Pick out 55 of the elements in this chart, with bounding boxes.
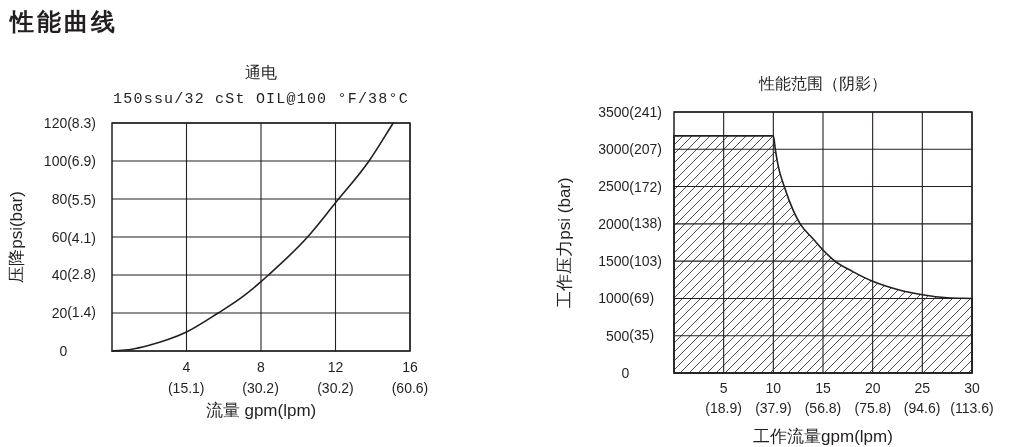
y-tick-label: 20 — [51, 304, 68, 321]
y2-tick-label: (69) — [629, 290, 655, 307]
y-tick-label: 120 — [43, 114, 68, 131]
y-axis-title: 工作压力psi (bar) — [554, 177, 574, 308]
y-tick-label: 80 — [51, 190, 68, 207]
x-tick-label: 12 (30.2) — [317, 358, 354, 396]
x-tick-label: 5 — [719, 379, 728, 396]
y2-tick-label: (103) — [629, 253, 662, 270]
y-tick-label: 3500 — [598, 103, 630, 120]
chart-title: 通电 — [245, 63, 277, 81]
y-tick-label: 3000 — [598, 141, 630, 158]
y-tick-label: 2500 — [598, 178, 630, 195]
x2-tick-label: (113.6) — [950, 399, 994, 416]
chart-subtitle: 150ssu/32 cSt OIL@100 °F/38°C — [113, 91, 409, 109]
y2-tick-label: (2.8) — [67, 265, 96, 282]
chart-title: 性能范围（阴影） — [758, 74, 887, 92]
x-axis-title: 工作流量gpm(lpm) — [753, 426, 893, 446]
y-tick-label: 100 — [43, 152, 68, 169]
x-tick-label: 10 — [765, 379, 782, 396]
y2-tick-label: (4.1) — [67, 230, 96, 247]
x2-tick-label: (94.6) — [903, 399, 941, 416]
x2-tick-label: (60.6) — [391, 379, 429, 396]
y2-tick-label: (8.3) — [67, 114, 96, 131]
y2-tick-label: (172) — [629, 178, 662, 195]
x2-tick-label: (37.9) — [755, 399, 792, 416]
y-tick-label: 2000 — [598, 215, 630, 232]
y2-tick-label: (138) — [629, 215, 662, 232]
y-tick-label: 0 — [59, 342, 68, 359]
x-tick-label: 25 — [914, 379, 931, 396]
y2-tick-label: (6.9) — [67, 153, 96, 170]
y2-tick-label: (241) — [629, 103, 662, 120]
x-tick-label: 15 — [815, 379, 831, 396]
y2-tick-label: (1.4) — [67, 304, 96, 321]
y-tick-label: 1000 — [598, 290, 630, 307]
x-tick-label: 20 — [864, 379, 881, 396]
x2-tick-label: (18.9) — [705, 399, 742, 416]
y2-tick-label: (35) — [629, 327, 655, 343]
x2-tick-label: (56.8) — [804, 399, 842, 416]
x-tick-label: 16 — [402, 358, 418, 375]
y-tick-label: 1500 — [598, 253, 630, 270]
x-tick-label: 30 — [964, 379, 980, 396]
y-tick-label: 500 — [605, 327, 630, 344]
y-tick-label: 60 — [51, 228, 68, 245]
x-tick-label: 4 — [182, 358, 191, 375]
y-tick-label: 40 — [51, 266, 68, 283]
y-tick-label: 0 — [621, 364, 630, 381]
x-tick-label: 8 — [257, 358, 266, 375]
x-axis-title: 流量 gpm(lpm) — [205, 400, 317, 420]
x2-tick-label: (30.2) — [242, 379, 279, 396]
y2-tick-label: (207) — [629, 140, 662, 157]
x2-tick-label: (15.1) — [167, 379, 205, 396]
text: 性能曲线 — [8, 8, 118, 36]
x2-tick-label: (75.8) — [854, 399, 892, 416]
y-axis-title: 压降psi(bar) — [6, 191, 26, 283]
y2-tick-label: (5.5) — [67, 191, 96, 208]
